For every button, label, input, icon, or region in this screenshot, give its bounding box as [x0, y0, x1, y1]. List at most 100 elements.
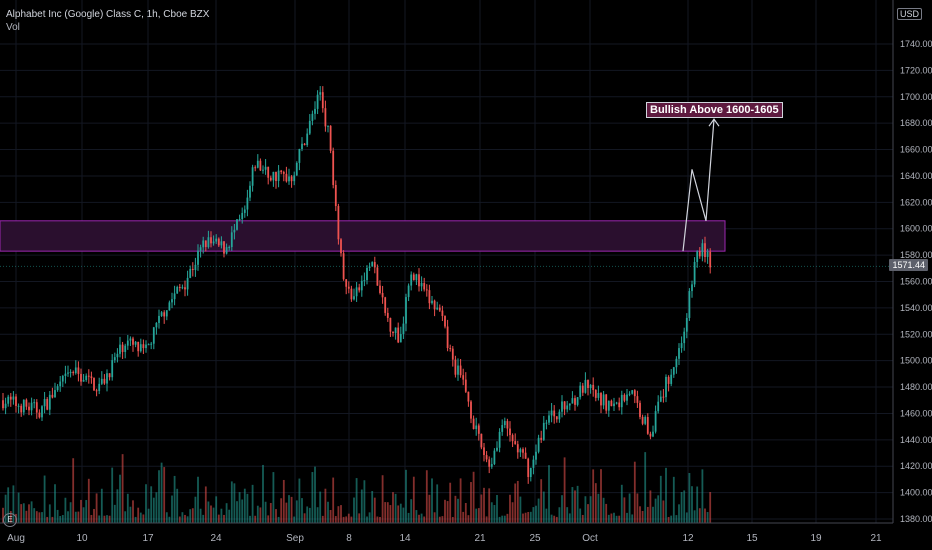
volume-bar: [43, 475, 46, 523]
candle-body: [293, 175, 296, 182]
candle-body: [158, 315, 160, 323]
y-tick-label: 1720.00: [900, 65, 932, 75]
candle-body: [683, 331, 686, 344]
volume-bar: [654, 498, 657, 523]
candle-body: [228, 247, 231, 249]
annotation-label[interactable]: Bullish Above 1600-1605: [646, 101, 783, 118]
volume-bar: [298, 478, 301, 523]
candle-body: [399, 334, 402, 343]
candle-body: [618, 402, 621, 408]
candle-body: [69, 372, 72, 374]
volume-bar: [355, 478, 358, 523]
auto-scale-button[interactable]: E: [3, 513, 17, 527]
candle-body: [152, 327, 155, 344]
volume-bar: [238, 492, 241, 523]
x-tick-label: 14: [399, 533, 411, 544]
volume-bar: [709, 491, 712, 523]
last-price-tag: 1571.44: [889, 259, 928, 272]
volume-bar: [584, 496, 587, 523]
volume-bar: [524, 512, 527, 523]
volume-bar: [397, 505, 400, 523]
candle-body: [529, 467, 532, 477]
candle-body: [4, 403, 7, 409]
y-tick-label: 1600.00: [900, 224, 932, 234]
volume-bar: [441, 516, 444, 523]
candle-body: [381, 292, 384, 298]
volume-bar: [132, 500, 134, 523]
candle-body: [431, 300, 433, 304]
candle-body: [119, 344, 121, 354]
candle-body: [72, 372, 75, 374]
volume-bar: [639, 506, 641, 523]
candle-body: [594, 389, 597, 398]
candle-body: [17, 405, 20, 407]
volume-bar: [446, 501, 449, 523]
candle-body: [667, 376, 670, 384]
volume-bar: [306, 506, 309, 523]
volume-bar: [462, 511, 465, 523]
candle-body: [654, 411, 657, 432]
candle-body: [542, 422, 545, 440]
volume-bar: [566, 507, 569, 523]
volume-bar: [594, 483, 597, 523]
volume-bar: [480, 494, 483, 523]
candle-body: [314, 108, 316, 114]
candle-body: [220, 241, 223, 246]
volume-bar: [178, 516, 181, 523]
candle-body: [698, 251, 701, 257]
volume-bar: [475, 508, 478, 523]
candle-body: [82, 379, 85, 382]
candle-body: [277, 170, 280, 181]
volume-bar: [165, 512, 168, 523]
candle-body: [709, 251, 712, 268]
volume-bar: [571, 487, 574, 523]
volume-bar: [509, 494, 511, 523]
volume-bar: [347, 513, 350, 523]
volume-bar: [407, 512, 410, 523]
x-tick-label: 12: [682, 533, 694, 544]
candle-body: [90, 376, 93, 379]
candle-body: [35, 402, 38, 413]
candle-body: [407, 285, 410, 298]
candle-body: [340, 239, 342, 254]
volume-bar: [285, 502, 288, 523]
candle-body: [696, 251, 699, 262]
candle-body: [613, 403, 615, 407]
candle-body: [602, 394, 605, 406]
candle-body: [553, 410, 556, 417]
candle-body: [243, 209, 246, 213]
candle-body: [691, 284, 693, 292]
currency-button[interactable]: USD: [896, 8, 922, 20]
volume-bar: [223, 514, 225, 523]
candle-body: [628, 393, 631, 395]
y-tick-label: 1420.00: [900, 461, 932, 471]
candle-body: [321, 92, 324, 109]
volume-bar: [98, 515, 101, 523]
candle-body: [402, 323, 405, 335]
volume-bar: [623, 497, 626, 523]
candle-body: [165, 310, 168, 317]
candle-body: [555, 416, 558, 420]
volume-bar: [425, 470, 428, 523]
volume-bar: [490, 502, 493, 523]
volume-bar: [202, 514, 205, 523]
volume-bar: [155, 492, 158, 523]
volume-bar: [581, 514, 584, 523]
candle-body: [173, 293, 176, 300]
candle-body: [392, 331, 394, 334]
volume-bar: [353, 497, 355, 523]
volume-bar: [649, 490, 652, 523]
candle-body: [308, 120, 311, 134]
chart-legend: Alphabet Inc (Google) Class C, 1h, Cboe …: [6, 8, 209, 34]
volume-bar: [108, 515, 111, 523]
volume-bar: [602, 497, 605, 523]
volume-bar: [2, 507, 4, 523]
volume-bar: [301, 498, 303, 523]
volume-bar: [111, 467, 114, 523]
candle-body: [80, 373, 82, 382]
candle-body: [67, 372, 69, 374]
volume-bar: [59, 516, 62, 523]
candle-body: [503, 421, 506, 426]
candle-body: [680, 343, 683, 349]
